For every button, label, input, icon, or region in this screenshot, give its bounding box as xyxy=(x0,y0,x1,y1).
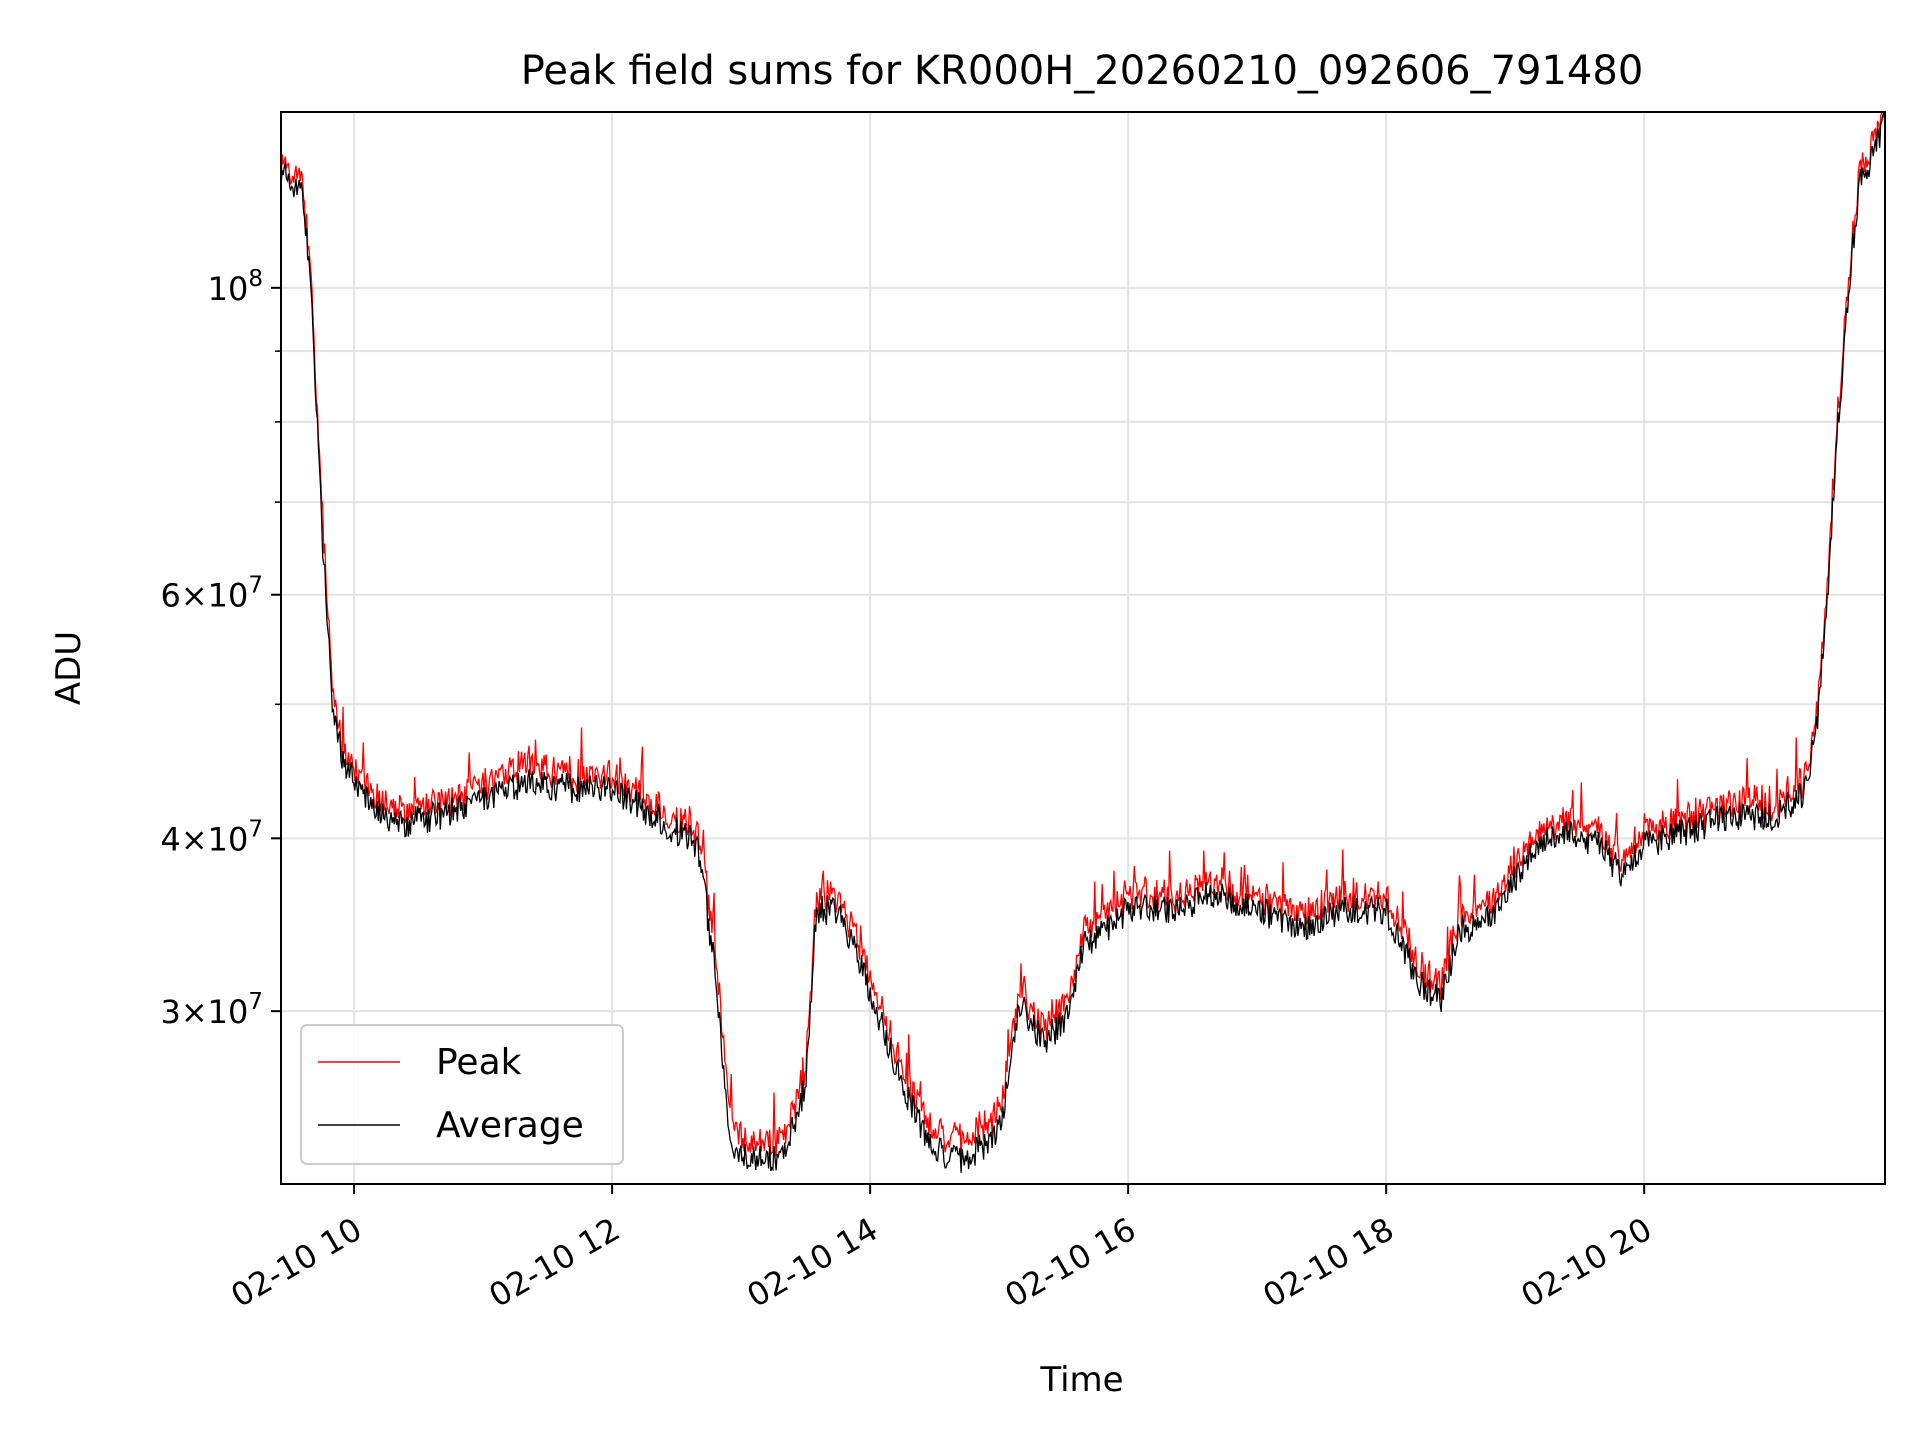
legend-label: Peak xyxy=(436,1042,522,1083)
axes-frame xyxy=(280,111,1886,1185)
legend-label: Average xyxy=(436,1105,584,1146)
legend-box xyxy=(300,1024,624,1165)
x-axis-label: Time xyxy=(1039,1360,1123,1400)
chart-title: Peak field sums for KR000H_20260210_0926… xyxy=(521,48,1644,94)
series-layer xyxy=(280,111,1886,1173)
average-series-line xyxy=(280,111,1886,1173)
peak-series-line xyxy=(280,111,1886,1157)
y-tick-label: 6×107 xyxy=(160,573,263,615)
legend: Peak Average xyxy=(300,1024,624,1165)
y-tick-label: 4×107 xyxy=(160,816,263,858)
y-axis-label: ADU xyxy=(49,631,89,705)
gridlines xyxy=(281,112,1885,1184)
y-tick-label: 3×107 xyxy=(160,989,263,1031)
